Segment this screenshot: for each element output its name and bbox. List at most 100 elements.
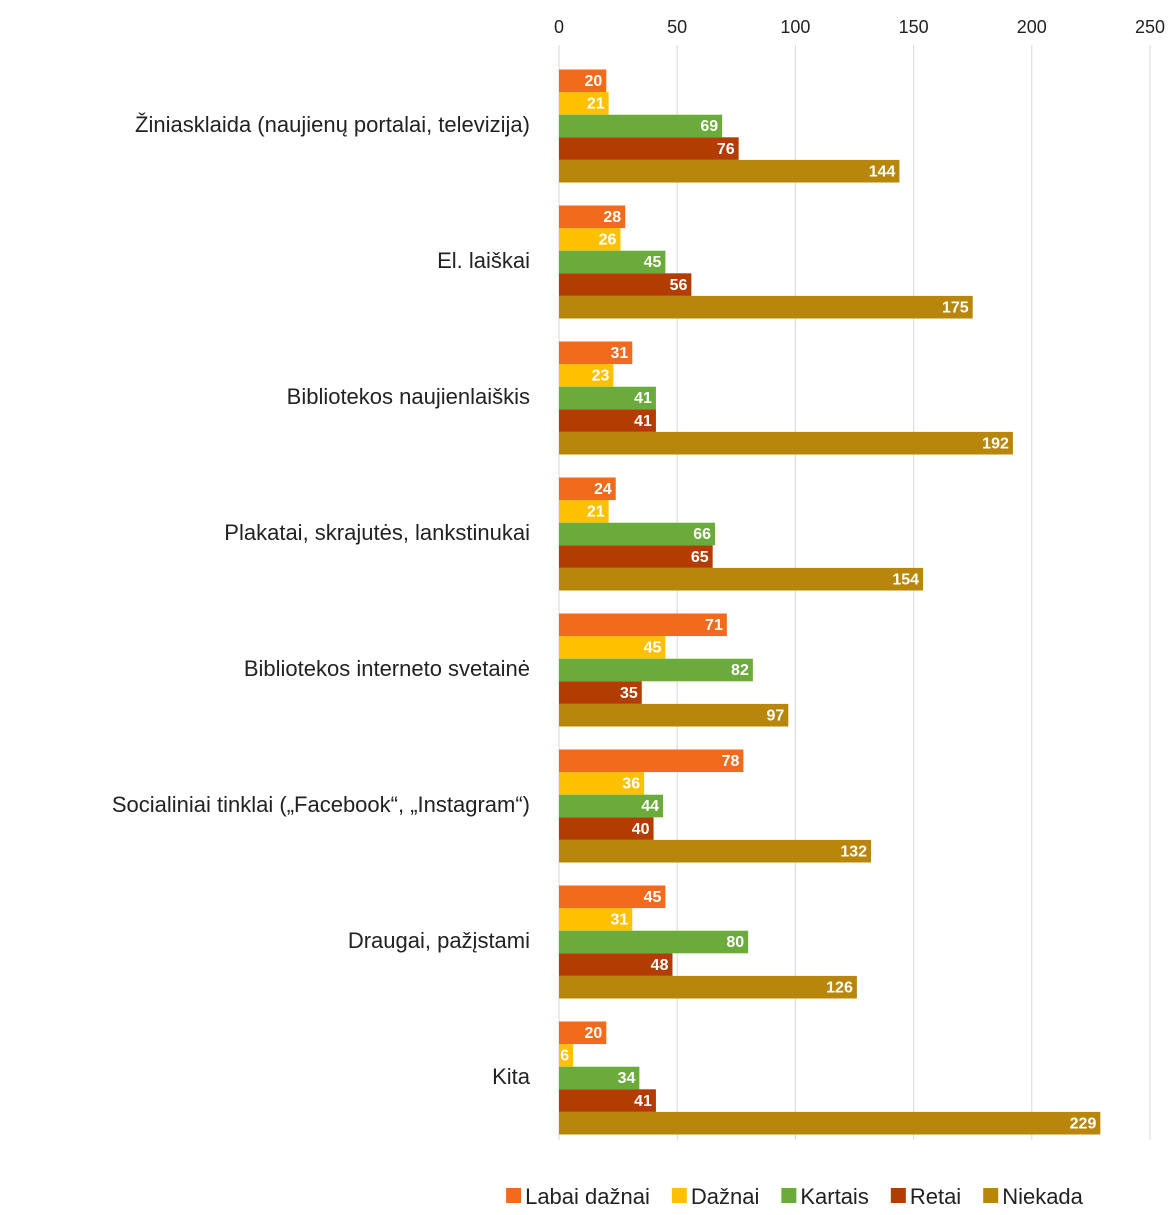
data-label: 34 xyxy=(618,1070,636,1087)
data-label: 20 xyxy=(584,1025,602,1042)
data-label: 78 xyxy=(722,753,740,770)
data-label: 48 xyxy=(651,957,669,974)
category-label: Bibliotekos interneto svetainė xyxy=(244,656,530,681)
legend-label: Dažnai xyxy=(691,1184,759,1209)
data-label: 40 xyxy=(632,821,650,838)
bar xyxy=(559,681,642,704)
bar xyxy=(559,114,723,138)
bar xyxy=(559,613,727,637)
category-label: Socialiniai tinklai („Facebook“, „Instag… xyxy=(112,792,530,817)
bar xyxy=(559,636,666,659)
bar xyxy=(559,341,633,365)
bar xyxy=(559,295,973,319)
data-label: 229 xyxy=(1070,1115,1097,1132)
data-label: 6 xyxy=(560,1048,569,1065)
bar xyxy=(559,953,673,976)
bar xyxy=(559,386,656,410)
legend-swatch xyxy=(890,1188,906,1203)
category-label: Plakatai, skrajutės, lankstinukai xyxy=(224,520,530,545)
data-label: 23 xyxy=(592,368,610,385)
x-tick-label: 200 xyxy=(1017,17,1047,37)
data-label: 20 xyxy=(584,73,602,90)
bar xyxy=(559,431,1013,455)
data-label: 80 xyxy=(726,934,744,951)
category-label: Draugai, pažįstami xyxy=(348,928,530,953)
bar xyxy=(559,545,713,568)
bar xyxy=(559,364,614,387)
x-tick-label: 100 xyxy=(780,17,810,37)
data-label: 35 xyxy=(620,685,638,702)
bar xyxy=(559,273,692,296)
data-label: 76 xyxy=(717,141,735,158)
data-label: 56 xyxy=(670,277,688,294)
legend-label: Kartais xyxy=(800,1184,868,1209)
data-label: 66 xyxy=(693,526,711,543)
legend-swatch xyxy=(781,1188,797,1203)
data-label: 31 xyxy=(610,912,628,929)
bar xyxy=(559,817,654,840)
legend-swatch xyxy=(983,1188,999,1203)
bar xyxy=(559,500,609,523)
bar xyxy=(559,1021,607,1045)
data-label: 132 xyxy=(840,843,867,860)
data-label: 41 xyxy=(634,390,652,407)
bar xyxy=(559,1044,574,1067)
bar xyxy=(559,658,753,682)
data-label: 65 xyxy=(691,549,709,566)
data-label: 44 xyxy=(641,798,659,815)
bar xyxy=(559,1066,640,1090)
x-tick-label: 150 xyxy=(899,17,929,37)
data-label: 45 xyxy=(644,640,662,657)
data-label: 97 xyxy=(767,707,785,724)
data-label: 41 xyxy=(634,413,652,430)
data-label: 21 xyxy=(587,96,605,113)
bar xyxy=(559,794,664,818)
data-label: 28 xyxy=(603,209,621,226)
bar xyxy=(559,250,666,274)
data-label: 31 xyxy=(610,345,628,362)
data-label: 71 xyxy=(705,617,723,634)
data-label: 36 xyxy=(622,776,640,793)
bar xyxy=(559,205,626,229)
bar xyxy=(559,1111,1101,1135)
bar xyxy=(559,228,621,251)
bar xyxy=(559,749,744,773)
category-label: Žiniasklaida (naujienų portalai, televiz… xyxy=(135,112,530,137)
x-tick-label: 0 xyxy=(554,17,564,37)
legend-swatch xyxy=(506,1188,522,1203)
data-label: 82 xyxy=(731,662,749,679)
bar xyxy=(559,137,739,160)
bar xyxy=(559,567,924,591)
legend-swatch xyxy=(671,1188,687,1203)
bar xyxy=(559,1089,656,1112)
bar xyxy=(559,885,666,909)
data-label: 21 xyxy=(587,504,605,521)
legend-label: Niekada xyxy=(1002,1184,1083,1209)
data-label: 144 xyxy=(869,163,896,180)
bar xyxy=(559,839,872,863)
data-label: 26 xyxy=(599,232,617,249)
data-label: 154 xyxy=(892,571,919,588)
bar xyxy=(559,409,656,432)
category-label: El. laiškai xyxy=(437,248,530,273)
x-tick-label: 250 xyxy=(1135,17,1165,37)
data-label: 175 xyxy=(942,299,969,316)
legend-label: Retai xyxy=(910,1184,961,1209)
bar xyxy=(559,477,616,501)
bar xyxy=(559,159,900,183)
bar xyxy=(559,92,609,115)
bar xyxy=(559,975,857,999)
category-label: Bibliotekos naujienlaiškis xyxy=(287,384,530,409)
data-label: 41 xyxy=(634,1093,652,1110)
data-label: 192 xyxy=(982,435,1009,452)
bar xyxy=(559,522,716,546)
bar xyxy=(559,69,607,93)
x-tick-label: 50 xyxy=(667,17,687,37)
bar xyxy=(559,772,645,795)
data-label: 69 xyxy=(700,118,718,135)
category-label: Kita xyxy=(492,1064,531,1089)
legend-label: Labai dažnai xyxy=(525,1184,650,1209)
data-label: 45 xyxy=(644,254,662,271)
bar xyxy=(559,703,789,727)
